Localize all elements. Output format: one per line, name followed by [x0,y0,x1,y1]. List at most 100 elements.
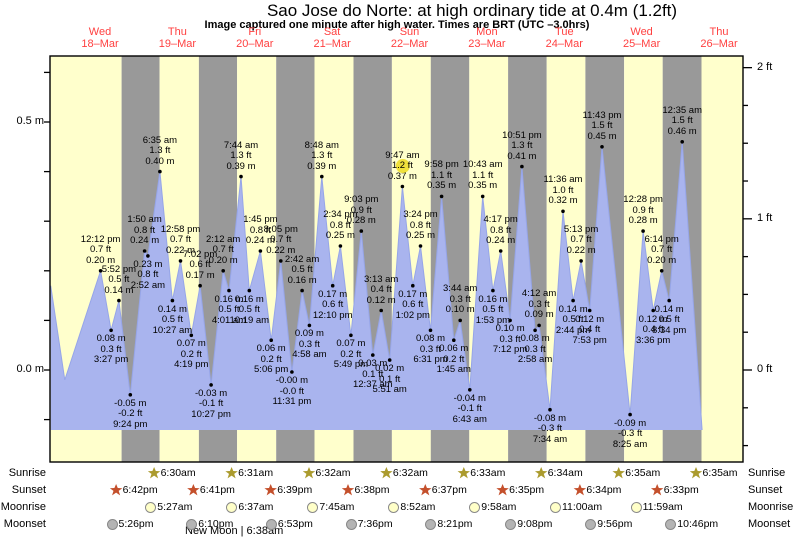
tide-point-dot [142,249,147,253]
low-tide-annotation: 0.09 m 0.3 ft 4:58 am [292,328,327,361]
tide-point-dot [651,308,655,313]
moonset-time: 10:46pm [677,518,719,530]
moonset-icon [265,519,277,530]
day-label: Wed 25–Mar [622,26,661,50]
tide-point-dot [537,323,541,328]
tide-point-dot [498,249,503,253]
tide-point-dot [109,328,113,333]
sunrise-time: 6:34am [547,467,583,479]
moonset-icon [425,519,437,530]
tide-point-dot [98,269,103,273]
low-tide-annotation: 0.06 m 0.2 ft 1:45 am [436,343,471,376]
moonset-time: 5:26pm [118,518,154,530]
left-axis-label: 0.0 m [16,363,44,375]
tide-point-dot [533,328,537,333]
tide-point-dot [418,244,423,248]
moonrise-time: 6:37am [238,501,274,513]
sunset-icon [109,484,123,496]
day-label: Thu 26–Mar [700,26,738,50]
moonrise-row-label-right: Moonrise [748,501,793,513]
tide-point-dot [247,288,252,293]
high-tide-annotation: 8:48 am 1.3 ft 0.39 m [304,139,339,172]
high-tide-annotation: 12:12 pm 0.7 ft 0.20 m [80,233,121,266]
right-axis-label: 0 ft [757,363,773,375]
sunrise-time: 6:35am [625,467,661,479]
low-tide-annotation: 0.16 m 0.5 ft 1:53 pm [475,293,511,326]
moon-phase-note: New Moon | 6:38am [185,525,284,537]
sunrise-icon [612,467,625,479]
low-tide-annotation: -0.08 m -0.3 ft 7:34 am [532,412,568,445]
sunset-time: 6:41pm [199,484,235,496]
tide-point-dot [587,308,592,313]
tide-point-dot [198,283,202,288]
tide-point-dot [628,412,632,417]
moonset-time: 9:08pm [517,518,553,530]
high-tide-annotation: 11:43 pm 1.5 ft 0.45 m [582,109,622,142]
tide-point-dot [387,358,392,362]
high-tide-annotation: 10:51 pm 1.3 ft 0.41 m [502,129,542,162]
moonrise-time: 7:45am [319,501,355,513]
tide-point-dot [117,298,121,303]
sunset-icon [419,484,432,496]
sunset-icon [573,484,587,496]
low-tide-annotation: 0.08 m 0.3 ft 2:58 am [517,333,553,366]
moonrise-icon [307,502,319,513]
moonset-icon [505,519,517,530]
moonset-icon [345,519,357,530]
low-tide-annotation: 0.17 m 0.6 ft 12:10 pm [312,288,353,321]
sunrise-icon [689,467,703,479]
tide-point-dot [290,370,294,374]
day-label: Fri 20–Mar [236,26,274,50]
tide-point-dot [349,333,353,338]
high-tide-annotation: 5:13 pm 0.7 ft 0.22 m [563,223,599,256]
right-axis-label: 2 ft [757,60,773,73]
tide-point-dot [680,140,684,144]
tide-point-dot [561,209,565,214]
moonset-icon [665,519,677,530]
tide-point-dot [491,288,495,293]
high-tide-annotation: 6:35 am 1.3 ft 0.40 m [142,134,178,167]
moonset-time: 7:36pm [357,518,393,530]
moonset-time: 6:53pm [277,518,313,530]
sunrise-time: 6:30am [160,467,196,479]
sunset-time: 6:35pm [509,484,545,496]
sunrise-icon [302,467,316,479]
high-tide-annotation: 12:35 am 1.5 ft 0.46 m [662,104,702,137]
tide-point-dot [338,244,343,248]
moonset-icon [585,519,597,530]
tide-point-dot [189,333,194,338]
sunset-icon [187,484,200,496]
high-tide-annotation: 12:58 pm 0.7 ft 0.22 m [160,223,201,256]
low-tide-annotation: 0.14 m 0.5 ft 2:44 pm [555,303,591,336]
moonrise-time: 11:00am [562,501,603,513]
tide-point-dot [379,308,384,313]
high-tide-annotation: 9:03 pm 0.9 ft 0.28 m [344,194,379,227]
tide-point-dot [571,298,575,303]
sunset-time: 6:37pm [431,484,467,496]
day-label: Tue 24–Mar [545,26,583,50]
tide-point-dot [520,164,524,169]
low-tide-annotation: 0.14 m 0.5 ft 8:34 pm [652,303,687,336]
high-tide-annotation: 2:34 pm 0.8 ft 0.25 m [323,209,358,241]
low-tide-annotation: 0.06 m 0.2 ft 5:06 pm [254,343,289,376]
low-tide-annotation: 0.12 m 0.4 ft 3:36 pm [636,313,671,346]
sunrise-time: 6:31am [238,467,274,479]
tide-point-dot [128,393,133,397]
moonrise-icon [226,502,238,513]
moonset-row-label-left: Moonset [3,518,46,530]
day-label: Wed 18–Mar [81,26,119,50]
day-label: Sat 21–Mar [313,26,351,50]
low-tide-annotation: 0.02 m 0.1 ft 5:51 am [372,363,407,396]
tide-point-dot [641,229,645,233]
tide-point-dot [659,269,664,273]
day-label: Sun 22–Mar [390,26,429,50]
low-tide-annotation: 0.16 m 0.5 ft 4:01 am [211,293,247,326]
moonrise-time: 8:52am [400,501,436,513]
left-axis-label: 0.5 m [16,115,44,127]
moonrise-row-label-left: Moonrise [0,501,46,513]
tide-point-dot [371,353,375,357]
low-tide-annotation: 0.10 m 0.3 ft 7:12 pm [492,323,528,356]
high-tide-annotation: 6:14 pm 0.7 ft 0.20 m [644,233,679,266]
